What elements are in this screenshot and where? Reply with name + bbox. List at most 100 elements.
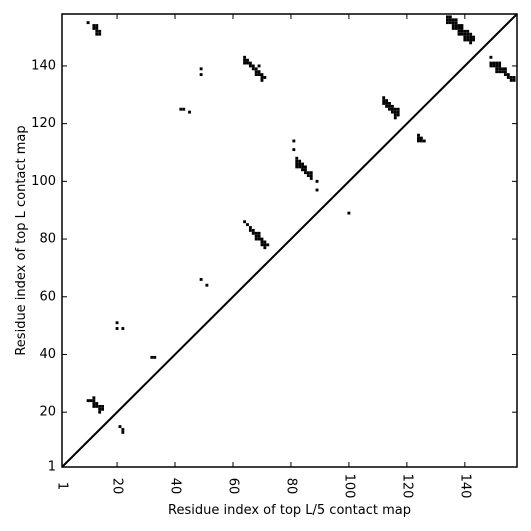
contact-point	[306, 174, 310, 178]
contact-point	[388, 104, 391, 108]
contact-point	[309, 174, 313, 178]
contact-point	[457, 32, 461, 36]
contact-point	[469, 35, 473, 39]
contact-point	[260, 237, 264, 241]
contact-point	[248, 228, 252, 232]
contact-point	[509, 76, 513, 79]
contact-point	[295, 159, 299, 163]
contact-point	[498, 64, 502, 68]
contact-point	[248, 226, 252, 229]
contact-point	[466, 35, 470, 39]
contact-point	[263, 243, 267, 247]
contact-point	[489, 55, 493, 59]
contact-point	[92, 404, 96, 408]
contact-point	[396, 113, 400, 117]
contact-point	[472, 35, 475, 39]
contact-point	[463, 29, 467, 33]
x-tick-label: 60	[225, 478, 240, 495]
contact-point	[315, 179, 319, 183]
contact-point	[254, 67, 258, 71]
contact-point	[489, 61, 493, 65]
y-tick-label: 40	[39, 347, 56, 362]
contact-point	[254, 237, 258, 241]
y-axis-label: Residue index of top L contact map	[14, 125, 29, 355]
contact-point	[501, 67, 504, 71]
contact-point	[498, 61, 502, 65]
contact-point	[254, 231, 258, 235]
contact-point	[95, 26, 99, 30]
contact-point	[257, 237, 261, 241]
contact-point	[260, 73, 264, 77]
contact-point	[257, 64, 261, 68]
contact-point	[95, 404, 99, 408]
contact-point	[495, 67, 499, 71]
contact-point	[396, 107, 400, 111]
contact-point	[86, 21, 90, 25]
contact-point	[266, 243, 270, 247]
contact-point	[396, 110, 400, 114]
contact-point	[466, 29, 470, 33]
contact-point	[251, 228, 255, 232]
contact-point	[457, 24, 461, 27]
contact-point	[512, 76, 516, 79]
contact-point	[315, 188, 319, 192]
contact-point	[454, 24, 458, 27]
contact-point	[495, 64, 499, 68]
contact-point	[469, 38, 473, 42]
contact-point	[463, 38, 467, 42]
contact-point	[95, 402, 99, 405]
contact-point	[306, 171, 310, 175]
contact-point	[422, 139, 426, 143]
contact-point	[101, 404, 105, 408]
contact-point	[460, 24, 464, 27]
contact-point	[451, 21, 455, 25]
y-tick-label: 100	[31, 174, 56, 189]
contact-point	[390, 110, 394, 114]
x-tick-label: 100	[341, 474, 356, 499]
contact-point	[446, 18, 449, 22]
contact-point	[393, 110, 397, 114]
contact-point	[419, 136, 423, 140]
contact-point	[254, 234, 258, 238]
contact-point	[98, 407, 102, 411]
contact-point	[457, 29, 461, 33]
contact-point	[457, 26, 461, 30]
contact-point	[153, 355, 157, 359]
contact-point	[304, 168, 307, 172]
contact-point	[393, 107, 397, 111]
contact-point	[489, 64, 493, 68]
contact-points	[86, 15, 516, 434]
contact-point	[95, 32, 99, 36]
contact-point	[448, 21, 452, 25]
contact-point	[98, 32, 102, 36]
contact-point	[466, 38, 470, 42]
contact-point	[503, 67, 507, 71]
contact-point	[257, 231, 261, 235]
contact-point	[95, 29, 99, 33]
contact-point	[292, 148, 296, 152]
contact-point	[257, 73, 261, 77]
contact-point	[451, 18, 455, 22]
contact-point	[182, 107, 186, 111]
contact-point	[246, 61, 249, 65]
contact-point	[92, 396, 96, 400]
x-axis-label: Residue index of top L/5 contact map	[168, 503, 411, 518]
contact-point	[199, 67, 203, 71]
contact-point	[492, 61, 496, 65]
contact-point	[309, 171, 313, 175]
contact-point	[417, 139, 420, 143]
contact-point	[205, 283, 209, 287]
contact-point	[501, 70, 504, 74]
y-tick-label: 60	[39, 289, 56, 304]
contact-point	[506, 76, 510, 79]
contact-point	[257, 234, 261, 238]
contact-point	[243, 220, 247, 224]
contact-point	[92, 399, 96, 403]
contact-point	[460, 26, 464, 30]
contact-point	[448, 15, 452, 19]
contact-point	[509, 78, 513, 82]
contact-point	[257, 70, 261, 74]
contact-point	[495, 61, 499, 65]
contact-point	[385, 102, 389, 105]
